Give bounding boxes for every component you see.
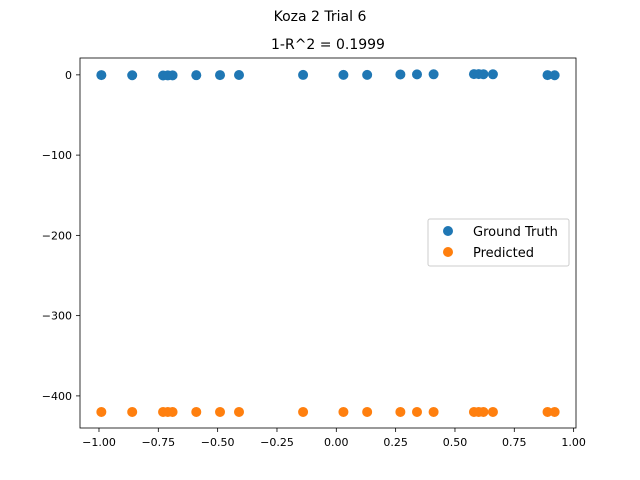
data-point-ground-truth bbox=[338, 69, 349, 80]
x-tick-label: 0.75 bbox=[502, 436, 527, 449]
data-point-ground-truth bbox=[96, 70, 107, 81]
x-tick-label: −0.25 bbox=[260, 436, 294, 449]
chart-title: 1-R^2 = 0.1999 bbox=[271, 37, 385, 53]
data-point-ground-truth bbox=[215, 70, 226, 81]
data-point-predicted bbox=[127, 406, 138, 417]
data-point-predicted bbox=[167, 406, 178, 417]
plot-frame bbox=[79, 57, 577, 429]
figure-suptitle: Koza 2 Trial 6 bbox=[274, 9, 367, 25]
legend-marker-predicted bbox=[443, 247, 453, 257]
data-point-ground-truth bbox=[234, 70, 245, 81]
data-point-ground-truth bbox=[395, 69, 406, 80]
x-tick-label: 1.00 bbox=[561, 436, 586, 449]
data-point-ground-truth bbox=[362, 69, 373, 80]
legend: Ground Truth Predicted bbox=[427, 218, 570, 267]
data-point-ground-truth bbox=[542, 70, 553, 81]
data-point-predicted bbox=[549, 406, 560, 417]
data-point-predicted bbox=[234, 406, 245, 417]
data-point-predicted bbox=[298, 406, 309, 417]
legend-label-ground-truth: Ground Truth bbox=[473, 225, 558, 240]
data-point-ground-truth bbox=[487, 69, 498, 80]
legend-box bbox=[427, 218, 570, 267]
y-tick-label: −200 bbox=[42, 229, 72, 242]
data-point-predicted bbox=[428, 406, 439, 417]
y-tick-label: −100 bbox=[42, 149, 72, 162]
data-point-predicted bbox=[191, 406, 202, 417]
data-point-ground-truth bbox=[549, 70, 560, 81]
x-tick-label: 0.50 bbox=[443, 436, 468, 449]
data-point-predicted bbox=[478, 406, 489, 417]
data-point-predicted bbox=[338, 406, 349, 417]
data-point-ground-truth bbox=[191, 70, 202, 81]
data-point-ground-truth bbox=[127, 70, 138, 81]
x-tick-label: 0.00 bbox=[324, 436, 349, 449]
x-tick-label: −0.50 bbox=[201, 436, 235, 449]
x-tick-label: −1.00 bbox=[82, 436, 116, 449]
data-point-ground-truth bbox=[298, 69, 309, 80]
data-point-predicted bbox=[411, 406, 422, 417]
data-points-layer bbox=[96, 69, 560, 417]
data-point-predicted bbox=[362, 406, 373, 417]
data-point-predicted bbox=[487, 406, 498, 417]
axes-layer: −1.00 −0.75 −0.50 −0.25 0.00 0.25 0.50 0.75 1.00… bbox=[42, 69, 586, 449]
y-tick-label: −400 bbox=[42, 390, 72, 403]
x-tick-label: −0.75 bbox=[141, 436, 175, 449]
data-point-ground-truth bbox=[167, 70, 178, 81]
data-point-predicted bbox=[542, 406, 553, 417]
legend-marker-ground-truth bbox=[443, 226, 453, 236]
data-point-ground-truth bbox=[428, 69, 439, 80]
data-point-predicted bbox=[96, 406, 107, 417]
data-point-ground-truth bbox=[411, 69, 422, 80]
legend-label-predicted: Predicted bbox=[473, 246, 534, 261]
data-point-predicted bbox=[395, 406, 406, 417]
data-point-ground-truth bbox=[478, 69, 489, 80]
data-point-predicted bbox=[215, 406, 226, 417]
x-tick-label: 0.25 bbox=[383, 436, 408, 449]
y-tick-label: 0 bbox=[65, 69, 72, 82]
y-tick-label: −300 bbox=[42, 310, 72, 323]
